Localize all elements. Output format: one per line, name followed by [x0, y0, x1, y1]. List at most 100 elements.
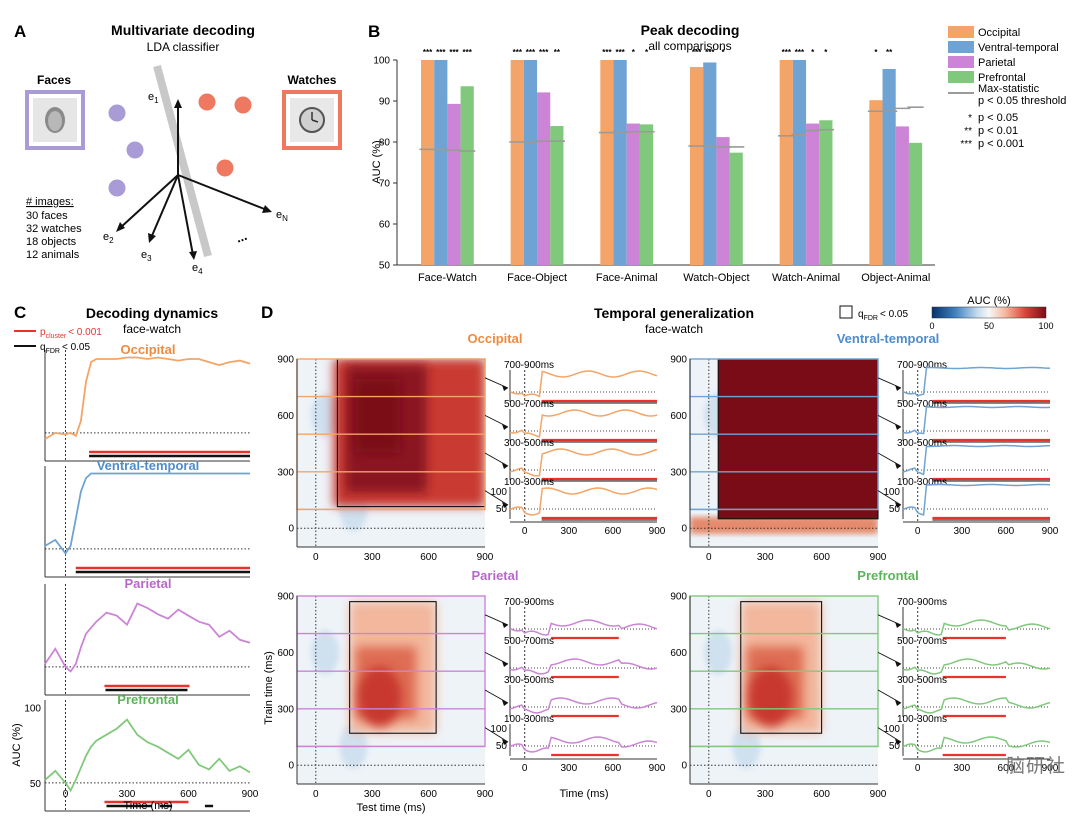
- window-connector-arrow: [502, 622, 508, 628]
- bar-prefrontal: [639, 124, 654, 266]
- bar-ventral-temporal: [523, 60, 538, 265]
- panel-b: B Peak decoding all comparisons 50 60 70 80…: [368, 22, 1066, 284]
- trace-y-tick: 50: [496, 741, 508, 752]
- trace-time-axis-label: Time (ms): [559, 788, 608, 800]
- window-label: 500-700ms: [897, 636, 947, 647]
- window-connector: [484, 452, 509, 467]
- y-tick-label: 900: [670, 355, 687, 366]
- panel-d: D Temporal generalization face-watch qFD…: [261, 295, 1059, 814]
- trace-x-tick: 900: [649, 526, 666, 537]
- lda-decision-boundary: [153, 64, 212, 258]
- window-trace-line: [509, 409, 658, 438]
- bar-occipital: [779, 60, 793, 265]
- significance-stars: ***: [463, 48, 473, 57]
- panel-c-title: Decoding dynamics: [86, 305, 218, 321]
- axis-label-e1: e1: [148, 91, 159, 105]
- significance-stars: ***: [782, 48, 792, 57]
- bar-occipital: [600, 60, 614, 265]
- heatmap-parietal: 00300300600600900900Parietal700-900ms500…: [277, 568, 665, 800]
- colorbar-title: AUC (%): [967, 295, 1010, 307]
- heatmap-noise: [311, 630, 340, 675]
- bar-occipital: [869, 100, 883, 266]
- watches-label: Watches: [288, 73, 337, 87]
- window-label: 300-500ms: [504, 438, 554, 449]
- x-tick-label: 300: [757, 789, 774, 800]
- region-label-occipital: Occipital: [468, 331, 523, 346]
- significance-stars: *: [874, 48, 878, 57]
- significance-stars: **: [886, 48, 893, 57]
- legend-sig-stars: *: [968, 113, 972, 124]
- legend-sig-stars: **: [964, 126, 972, 137]
- fdr-contour: [349, 601, 437, 734]
- window-connector: [877, 414, 902, 428]
- legend-swatch-occipital: [948, 26, 974, 38]
- window-trace-500-700ms: 500-700ms: [484, 399, 658, 444]
- face-class-points: [108, 104, 144, 197]
- x-tick-label: 600: [420, 789, 437, 800]
- heatmap-occipital: 0 0 300 300 600 600 900 900 Occipital 700-900ms 50…: [277, 331, 665, 563]
- legend-threshold-label: p < 0.05 threshold: [978, 95, 1066, 107]
- colorbar-tick: 0: [929, 321, 934, 331]
- x-axis-label: Time (ms): [123, 800, 172, 812]
- trace-y-tick: 50: [889, 741, 901, 752]
- x-tick-label: 300: [757, 552, 774, 563]
- heatmap-peak-region: [357, 666, 402, 727]
- x-tick-label: 900: [870, 789, 887, 800]
- axis-label-e4: e4: [192, 262, 203, 276]
- window-trace-line: [902, 483, 1051, 516]
- category-label: Face-Object: [507, 272, 567, 284]
- window-connector-arrow: [895, 463, 901, 469]
- bar-parietal: [806, 123, 820, 265]
- decoding-trace-prefrontal: [44, 718, 251, 793]
- y-tick-label: 300: [670, 704, 687, 715]
- trace-y-tick: 100: [490, 724, 507, 735]
- window-label: 300-500ms: [897, 438, 947, 449]
- trace-x-tick: 900: [649, 763, 666, 774]
- legend-swatch-ventral-temporal: [948, 41, 974, 53]
- window-trace-300-500ms: 300-500ms: [877, 675, 1051, 720]
- window-label: 700-900ms: [897, 360, 947, 371]
- window-trace-500-700ms: 500-700ms: [484, 636, 658, 681]
- window-connector: [877, 689, 902, 704]
- watch-class-points: [198, 93, 252, 177]
- panel-b-subtitle: all comparisons: [648, 39, 731, 53]
- window-label: 100-300ms: [504, 714, 554, 725]
- trace-x-tick: 900: [1042, 763, 1059, 774]
- legend-sig-label: p < 0.01: [978, 125, 1018, 137]
- heatmap-cells: [690, 359, 878, 547]
- significance-stars: ***: [692, 48, 702, 57]
- trace-x-tick: 0: [915, 526, 921, 537]
- significance-stars: *: [824, 48, 828, 57]
- heatmap-peak-region: [748, 666, 793, 727]
- heatmap-diagonal-band: [690, 516, 878, 534]
- y-tick-label: 80: [379, 138, 391, 149]
- y-tick-label: 0: [681, 524, 687, 535]
- window-connector: [484, 689, 509, 704]
- fdr-contour: [740, 601, 823, 734]
- bar-ventral-temporal: [882, 69, 896, 266]
- x-tick-label: 600: [813, 789, 830, 800]
- y-tick-label: 50: [30, 779, 42, 790]
- bar-ventral-temporal: [613, 60, 627, 265]
- window-trace-line: [509, 370, 658, 398]
- region-label-occipital: Occipital: [121, 342, 176, 357]
- window-trace-100-300ms: 100-300ms: [484, 714, 658, 760]
- axis-label-e2: e2: [103, 231, 114, 245]
- legend-label: Ventral-temporal: [978, 42, 1059, 54]
- window-connector-arrow: [895, 622, 901, 628]
- region-label-parietal: Parietal: [125, 576, 172, 591]
- heatmap-ventral-temporal: 0 0 300 300 600 600 900 900 Ventral-temporal 700-…: [670, 331, 1058, 563]
- window-label: 100-300ms: [897, 714, 947, 725]
- x-tick-label: 300: [119, 789, 136, 800]
- window-trace-700-900ms: 700-900ms: [877, 597, 1051, 642]
- trace-y-tick: 50: [889, 504, 901, 515]
- panel-letter-c: C: [14, 303, 26, 322]
- region-label-prefrontal: Prefrontal: [117, 692, 178, 707]
- heatmap-noise: [311, 393, 340, 438]
- window-trace-line: [902, 619, 1051, 636]
- trace-x-tick: 600: [605, 763, 622, 774]
- window-label: 700-900ms: [504, 597, 554, 608]
- panel-letter-b: B: [368, 22, 380, 41]
- trace-x-tick: 300: [560, 763, 577, 774]
- legend-swatch-prefrontal: [948, 71, 974, 83]
